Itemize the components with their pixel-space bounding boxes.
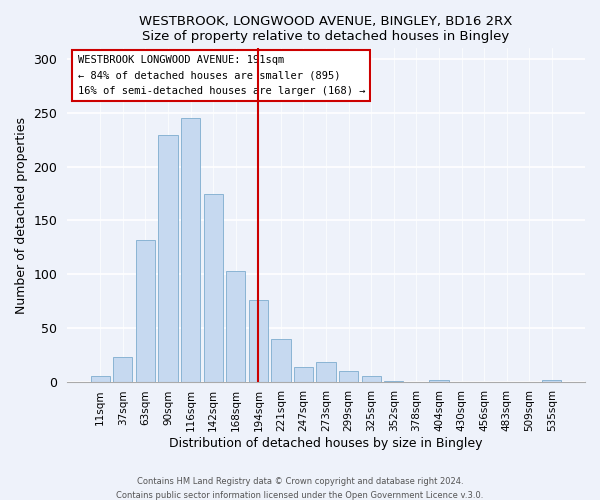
Bar bbox=[430, 380, 449, 382]
Bar bbox=[384, 380, 403, 382]
Bar bbox=[181, 118, 200, 382]
Text: WESTBROOK LONGWOOD AVENUE: 191sqm
← 84% of detached houses are smaller (895)
16%: WESTBROOK LONGWOOD AVENUE: 191sqm ← 84% … bbox=[77, 55, 365, 96]
X-axis label: Distribution of detached houses by size in Bingley: Distribution of detached houses by size … bbox=[169, 437, 483, 450]
Bar bbox=[226, 271, 245, 382]
Bar bbox=[362, 376, 381, 382]
Bar bbox=[136, 240, 155, 382]
Bar bbox=[91, 376, 110, 382]
Bar bbox=[203, 194, 223, 382]
Bar bbox=[113, 357, 133, 382]
Bar bbox=[316, 362, 335, 382]
Bar bbox=[542, 380, 562, 382]
Bar bbox=[158, 136, 178, 382]
Bar bbox=[294, 366, 313, 382]
Bar bbox=[271, 338, 290, 382]
Bar bbox=[249, 300, 268, 382]
Bar bbox=[339, 371, 358, 382]
Y-axis label: Number of detached properties: Number of detached properties bbox=[15, 116, 28, 314]
Text: Contains HM Land Registry data © Crown copyright and database right 2024.
Contai: Contains HM Land Registry data © Crown c… bbox=[116, 478, 484, 500]
Title: WESTBROOK, LONGWOOD AVENUE, BINGLEY, BD16 2RX
Size of property relative to detac: WESTBROOK, LONGWOOD AVENUE, BINGLEY, BD1… bbox=[139, 15, 513, 43]
